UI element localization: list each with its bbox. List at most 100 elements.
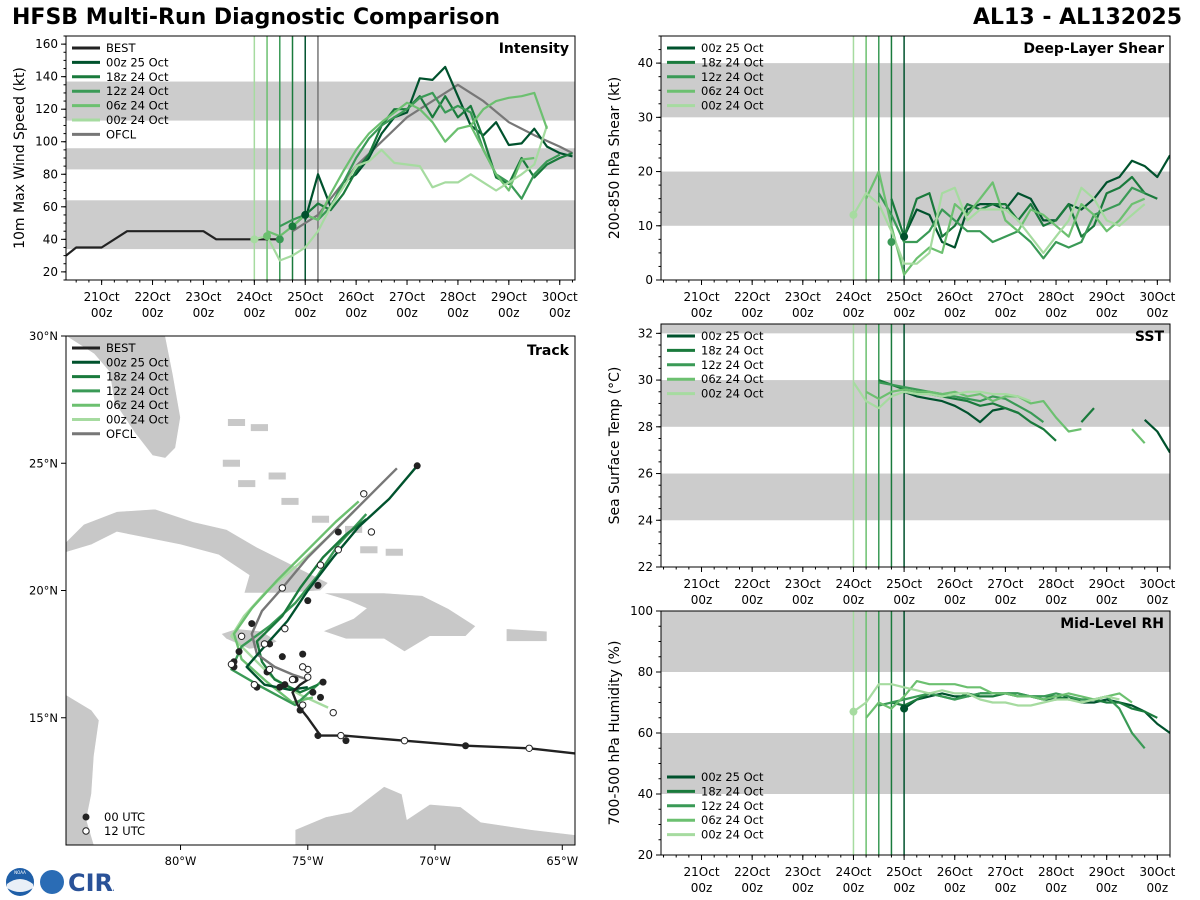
- x-tick-label: 23Oct: [185, 290, 221, 304]
- legend-label: 12z 24 Oct: [701, 358, 764, 372]
- x-tick-label-hour: 00z: [893, 593, 915, 607]
- series-line-r12z24: [878, 381, 1045, 423]
- series-line-r12z24: [279, 91, 561, 228]
- legend-label: 00z 25 Oct: [701, 41, 764, 55]
- x-tick-label: 21Oct: [684, 290, 720, 304]
- bahamas-island: [250, 423, 269, 432]
- x-tick-label: 21Oct: [684, 865, 720, 879]
- series-line-r00z24: [852, 186, 1146, 265]
- x-tick-label-hour: 00z: [498, 306, 520, 320]
- marker-00utc: [299, 650, 307, 658]
- legend-label: 00z 24 Oct: [106, 413, 169, 427]
- y-tick-label: 15°N: [29, 711, 58, 725]
- x-tick-label-hour: 00z: [142, 306, 164, 320]
- y-tick-label: 60: [43, 200, 58, 214]
- series-line-r06z24b: [469, 91, 549, 130]
- y-tick-label: 25°N: [29, 456, 58, 470]
- legend-label: 12z 24 Oct: [701, 70, 764, 84]
- legend-marker-label: 12 UTC: [104, 824, 145, 838]
- marker-12utc: [298, 663, 307, 671]
- x-tick-label: 22Oct: [135, 290, 171, 304]
- series-line-r06z24b: [1131, 428, 1146, 444]
- x-tick-label-hour: 00z: [792, 306, 814, 320]
- x-tick-label-hour: 00z: [741, 306, 763, 320]
- legend-label: OFCL: [106, 427, 137, 441]
- category-band: [661, 611, 1170, 672]
- x-tick-label-hour: 00z: [843, 881, 865, 895]
- track-line-r06z24: [232, 500, 360, 704]
- x-tick-label: 27Oct: [987, 290, 1023, 304]
- x-tick-label-hour: 00z: [792, 593, 814, 607]
- legend-label: 12z 24 Oct: [106, 84, 169, 98]
- y-tick-label: 60: [638, 726, 653, 740]
- legend-label: 06z 24 Oct: [701, 813, 764, 827]
- storm-id: AL13 - AL132025: [973, 5, 1182, 30]
- x-tick-label-hour: 00z: [1045, 881, 1067, 895]
- marker-12utc: [334, 546, 343, 554]
- track-panel: 80°W 75°W 70°W 65°W 15°N 20°N 25°N 30°N Track BES…: [29, 329, 578, 868]
- legend-label: BEST: [106, 41, 136, 55]
- panel-title: Mid-Level RH: [1060, 616, 1164, 632]
- marker-12utc: [400, 736, 409, 745]
- legend-marker-label: 00 UTC: [104, 810, 145, 824]
- category-band: [661, 63, 1170, 118]
- x-tick-label: 27Oct: [987, 577, 1023, 591]
- bahamas-island: [227, 418, 246, 427]
- series-line-r18z24: [291, 95, 573, 228]
- category-band: [66, 148, 575, 170]
- marker-00utc: [281, 681, 289, 689]
- south-america-land: [294, 786, 575, 845]
- legend-label: OFCL: [106, 127, 137, 141]
- track-line-BEST: [291, 678, 575, 755]
- x-tick-label-hour: 00z: [691, 306, 713, 320]
- series-line-r00z24: [852, 683, 1120, 713]
- marker-00utc: [266, 640, 274, 648]
- y-tick-label: 20°N: [29, 584, 58, 598]
- x-tick-label: 30Oct: [1139, 577, 1175, 591]
- panel-title: Deep-Layer Shear: [1023, 41, 1164, 57]
- x-tick-label: 26Oct: [937, 865, 973, 879]
- legend-label: 00z 24 Oct: [106, 113, 169, 127]
- y-tick-label: 160: [35, 37, 58, 51]
- bahamas-island: [268, 471, 287, 481]
- x-tick-label: 27Oct: [987, 865, 1023, 879]
- bahamas-island: [222, 459, 241, 468]
- series-group: [849, 680, 1170, 750]
- marker-00utc: [462, 742, 470, 750]
- series-group: [66, 65, 573, 262]
- cira-logo: NOAA CIRA: [6, 868, 114, 897]
- x-tick-label-hour: 00z: [843, 593, 865, 607]
- marker-12utc: [304, 673, 312, 681]
- init-point: [288, 222, 297, 231]
- x-tick-label: 26Oct: [338, 290, 374, 304]
- series-line-r00z24: [852, 381, 1032, 410]
- plot-frame: [660, 323, 1171, 568]
- x-tick-label: 29Oct: [1089, 290, 1125, 304]
- series-line-r00z25: [903, 154, 1170, 249]
- marker-00utc: [248, 620, 256, 628]
- x-tick-label: 21Oct: [84, 290, 120, 304]
- series-group: [849, 154, 1170, 276]
- y-axis-label: Sea Surface Temp (°C): [607, 367, 623, 525]
- init-point: [250, 235, 259, 244]
- marker-12utc: [265, 665, 274, 674]
- marker-12utc: [367, 528, 376, 536]
- category-band: [661, 324, 1170, 334]
- x-tick-label-hour: 00z: [396, 306, 418, 320]
- puerto-rico-land: [506, 628, 548, 642]
- x-tick-label: 30Oct: [1139, 865, 1175, 879]
- sst-panel: 22 24 26 28 30 32 21Oct 00z 22Oct 00z 23Oct 00z 24Oc…: [607, 323, 1176, 607]
- marker-12utc: [298, 701, 307, 709]
- hispaniola-land: [322, 592, 477, 652]
- x-tick-label-hour: 00z: [741, 593, 763, 607]
- x-tick-label: 23Oct: [785, 577, 821, 591]
- x-tick-label-hour: 00z: [995, 306, 1017, 320]
- x-tick-label: 25Oct: [886, 290, 922, 304]
- marker-00utc: [314, 732, 322, 740]
- series-line-r06z24: [266, 101, 535, 238]
- x-tick-label: 25Oct: [886, 865, 922, 879]
- x-tick-label: 21Oct: [684, 577, 720, 591]
- bahamas-island: [359, 545, 379, 554]
- marker-00utc: [314, 581, 322, 589]
- panel-title: Intensity: [499, 41, 569, 57]
